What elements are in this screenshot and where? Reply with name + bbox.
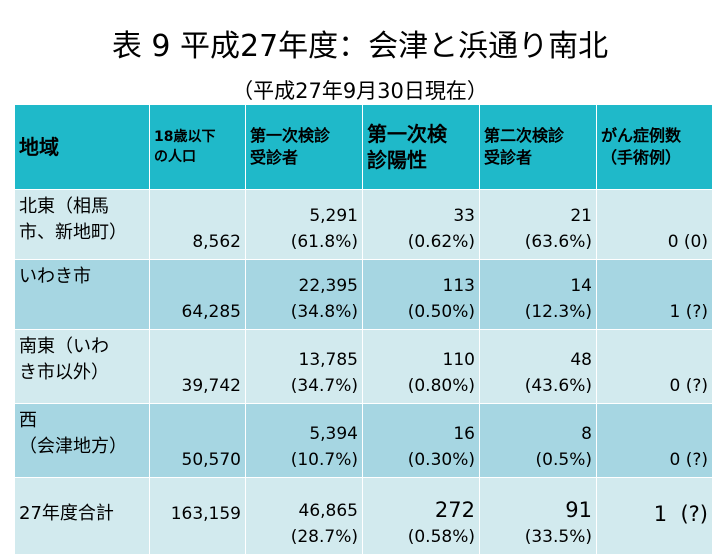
- cancer-cell: 1 (?): [596, 259, 713, 330]
- population-cell: 8,562: [149, 189, 246, 260]
- population-cell: 39,742: [149, 329, 246, 404]
- region-cell: 西 （会津地方）: [14, 403, 150, 478]
- second-exam-cell: 8 (0.5%): [479, 403, 597, 478]
- header-cancer-cases: がん症例数 （手術例）: [596, 104, 713, 190]
- header-row: 地域 18歳以下 の人口 第一次検診 受診者 第一次検 診陽性 第二次検診 受診…: [14, 104, 713, 190]
- total-cancer-cell: 1 (?): [596, 477, 713, 555]
- header-second-exam: 第二次検診 受診者: [479, 104, 597, 190]
- table-row: いわき市 64,285 22,395 (34.8%) 113 (0.50%) 1…: [14, 259, 713, 330]
- first-exam-cell: 22,395 (34.8%): [245, 259, 363, 330]
- table-row: 西 （会津地方） 50,570 5,394 (10.7%) 16 (0.30%)…: [14, 403, 713, 478]
- positive-cell: 16 (0.30%): [362, 403, 480, 478]
- positive-cell: 33 (0.62%): [362, 189, 480, 260]
- region-cell: 南東（いわ き市以外）: [14, 329, 150, 404]
- second-exam-cell: 48 (43.6%): [479, 329, 597, 404]
- first-exam-cell: 5,394 (10.7%): [245, 403, 363, 478]
- slide-subtitle: （平成27年9月30日現在）: [232, 79, 488, 103]
- cancer-cell: 0 (?): [596, 329, 713, 404]
- second-exam-cell: 14 (12.3%): [479, 259, 597, 330]
- positive-cell: 113 (0.50%): [362, 259, 480, 330]
- population-cell: 50,570: [149, 403, 246, 478]
- cancer-cell: 0 (?): [596, 403, 713, 478]
- positive-cell: 110 (0.80%): [362, 329, 480, 404]
- header-first-positive: 第一次検 診陽性: [362, 104, 480, 190]
- population-cell: 64,285: [149, 259, 246, 330]
- total-first-exam-cell: 46,865 (28.7%): [245, 477, 363, 555]
- first-exam-cell: 5,291 (61.8%): [245, 189, 363, 260]
- total-population-cell: 163,159: [149, 477, 246, 555]
- total-second-exam-cell: 91 (33.5%): [479, 477, 597, 555]
- table-row: 南東（いわ き市以外） 39,742 13,785 (34.7%) 110 (0…: [14, 329, 713, 404]
- slide-title: 表 9 平成27年度：会津と浜通り南北: [111, 29, 609, 64]
- thyroid-screening-table: 地域 18歳以下 の人口 第一次検診 受診者 第一次検 診陽性 第二次検診 受診…: [14, 104, 713, 555]
- region-cell: いわき市: [14, 259, 150, 330]
- header-population: 18歳以下 の人口: [149, 104, 246, 190]
- second-exam-cell: 21 (63.6%): [479, 189, 597, 260]
- cancer-cell: 0 (0): [596, 189, 713, 260]
- first-exam-cell: 13,785 (34.7%): [245, 329, 363, 404]
- region-cell: 北東（相馬 市、新地町）: [14, 189, 150, 260]
- total-positive-cell: 272 (0.58%): [362, 477, 480, 555]
- total-row: 27年度合計 163,159 46,865 (28.7%) 272 (0.58%…: [14, 477, 713, 555]
- table-row: 北東（相馬 市、新地町） 8,562 5,291 (61.8%) 33 (0.6…: [14, 189, 713, 260]
- header-region: 地域: [14, 104, 150, 190]
- header-first-exam: 第一次検診 受診者: [245, 104, 363, 190]
- total-label: 27年度合計: [14, 477, 150, 555]
